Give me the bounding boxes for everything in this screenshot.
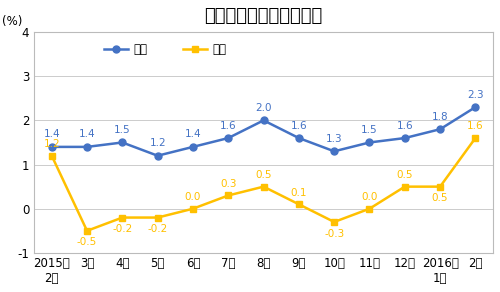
Text: -0.2: -0.2: [112, 224, 132, 234]
Text: 1.4: 1.4: [78, 129, 96, 139]
环比: [366, 207, 372, 211]
Text: 2.0: 2.0: [256, 103, 272, 113]
同比: [331, 150, 337, 153]
同比: [84, 145, 90, 149]
环比: [154, 216, 160, 219]
环比: [226, 194, 232, 197]
环比: [190, 207, 196, 211]
Text: 2.3: 2.3: [467, 90, 483, 100]
同比: [402, 136, 408, 140]
Text: -0.5: -0.5: [77, 237, 97, 247]
同比: [296, 136, 302, 140]
Text: 0.5: 0.5: [432, 193, 448, 203]
Text: 1.6: 1.6: [396, 121, 413, 131]
同比: [472, 105, 478, 109]
同比: [190, 145, 196, 149]
同比: [437, 128, 443, 131]
同比: [366, 141, 372, 144]
环比: [402, 185, 408, 188]
Title: 全国居民消费价格涨跌幅: 全国居民消费价格涨跌幅: [204, 7, 322, 25]
Text: 1.4: 1.4: [184, 129, 202, 139]
Text: 1.4: 1.4: [44, 129, 60, 139]
Text: 1.6: 1.6: [220, 121, 236, 131]
Text: 0.0: 0.0: [362, 192, 378, 202]
Text: (%): (%): [2, 15, 22, 28]
Text: 0.1: 0.1: [290, 188, 307, 198]
环比: [296, 203, 302, 206]
Text: 1.8: 1.8: [432, 112, 448, 122]
同比: [260, 119, 266, 122]
环比: [260, 185, 266, 188]
Text: 1.2: 1.2: [150, 138, 166, 148]
Line: 环比: 环比: [49, 135, 478, 234]
Text: 1.5: 1.5: [114, 125, 130, 135]
Text: 0.5: 0.5: [396, 170, 413, 180]
Text: 0.0: 0.0: [185, 192, 201, 202]
Text: 1.6: 1.6: [290, 121, 307, 131]
环比: [48, 154, 54, 157]
Text: 0.3: 0.3: [220, 179, 236, 189]
同比: [120, 141, 126, 144]
Legend: 同比, 环比: 同比, 环比: [100, 38, 232, 60]
环比: [472, 136, 478, 140]
环比: [331, 220, 337, 224]
Text: 0.5: 0.5: [256, 170, 272, 180]
Text: -0.2: -0.2: [148, 224, 168, 234]
Line: 同比: 同比: [48, 104, 479, 159]
同比: [48, 145, 54, 149]
Text: -0.3: -0.3: [324, 229, 344, 239]
Text: 1.5: 1.5: [361, 125, 378, 135]
同比: [226, 136, 232, 140]
环比: [84, 229, 90, 232]
Text: 1.2: 1.2: [44, 139, 60, 149]
环比: [437, 185, 443, 188]
Text: 1.6: 1.6: [467, 121, 483, 131]
Text: 1.3: 1.3: [326, 134, 342, 144]
环比: [120, 216, 126, 219]
同比: [154, 154, 160, 157]
